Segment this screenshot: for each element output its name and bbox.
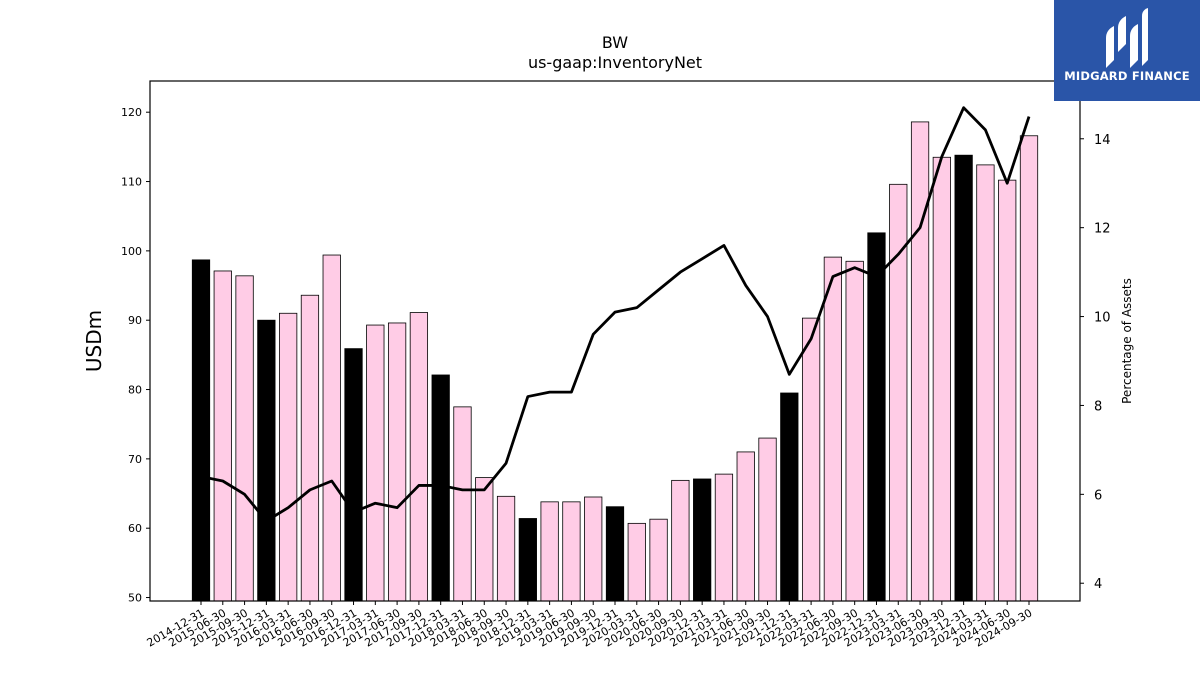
chart-subtitle: us-gaap:InventoryNet: [528, 53, 702, 72]
bar-2017-03-31: [366, 324, 385, 602]
y-axis: 50 60 70 80 90 100 110 120: [121, 106, 150, 605]
y2-tick-label: 6: [1094, 488, 1102, 503]
y-tick-label: 100: [121, 245, 142, 258]
y2-tick-label: 8: [1094, 399, 1102, 414]
bar-2019-03-31: [540, 501, 559, 602]
y-tick-label: 60: [128, 522, 142, 535]
bar-2021-09-30: [758, 437, 777, 602]
bar-2015-12-31: [257, 319, 276, 602]
bar-2018-03-31: [453, 406, 472, 602]
bar-2019-06-30: [562, 501, 581, 602]
y-tick-label: 50: [128, 592, 142, 605]
bar-2023-09-30: [932, 156, 951, 602]
chart-title: BW: [602, 33, 628, 52]
bar-2019-12-31: [605, 506, 625, 602]
bar-2021-03-31: [714, 473, 734, 602]
bar-2017-06-30: [387, 322, 407, 602]
bar-2024-03-31: [976, 164, 995, 602]
bar-2020-12-31: [693, 478, 712, 602]
bar-2023-12-31: [954, 154, 973, 602]
x-axis: 2014-12-312015-06-302015-09-302015-12-31…: [145, 601, 1035, 650]
y-tick-label: 110: [121, 176, 142, 189]
bar-group: [191, 121, 1039, 602]
y2-tick-label: 12: [1094, 222, 1111, 237]
bar-2016-12-31: [344, 348, 363, 602]
y-axis-label: USDm: [82, 310, 106, 372]
y2-tick-label: 14: [1094, 133, 1111, 148]
bar-2022-12-31: [867, 232, 886, 602]
bar-2024-09-30: [1019, 135, 1039, 602]
bar-2022-06-30: [823, 256, 843, 602]
y-tick-label: 90: [128, 314, 142, 327]
y2-tick-label: 10: [1094, 311, 1111, 326]
bar-2016-09-30: [322, 254, 341, 602]
bar-2018-12-31: [518, 518, 537, 602]
bar-2016-06-30: [300, 294, 320, 602]
bar-2016-03-31: [279, 312, 298, 602]
bar-2021-06-30: [736, 451, 755, 602]
bar-2022-03-31: [801, 317, 821, 602]
midgard-logo-icon: [1106, 8, 1148, 68]
bar-2020-06-30: [649, 518, 668, 602]
bar-2022-09-30: [845, 260, 864, 602]
bar-2024-06-30: [998, 179, 1017, 602]
bar-2018-09-30: [496, 495, 516, 602]
bar-2019-09-30: [584, 496, 603, 602]
y-tick-label: 80: [128, 384, 142, 397]
bar-2023-06-30: [910, 121, 930, 602]
bar-2014-12-31: [191, 259, 211, 602]
logo-text: MIDGARD FINANCE: [1064, 69, 1190, 83]
bar-2021-12-31: [780, 392, 799, 602]
y2-axis: 4 6 8 10 12 14: [1080, 133, 1111, 592]
bar-2017-09-30: [409, 312, 429, 602]
y-tick-label: 120: [121, 106, 142, 119]
y2-axis-label: Percentage of Assets: [1120, 278, 1134, 404]
bar-2020-03-31: [627, 522, 646, 602]
bar-2018-06-30: [475, 477, 494, 602]
bar-2015-09-30: [235, 275, 254, 602]
bar-2015-06-30: [213, 270, 232, 602]
midgard-finance-logo: MIDGARD FINANCE: [1054, 0, 1200, 101]
bar-2020-09-30: [671, 479, 690, 602]
y2-tick-label: 4: [1094, 577, 1102, 592]
y-tick-label: 70: [128, 453, 142, 466]
percentage-line: [200, 106, 1031, 523]
